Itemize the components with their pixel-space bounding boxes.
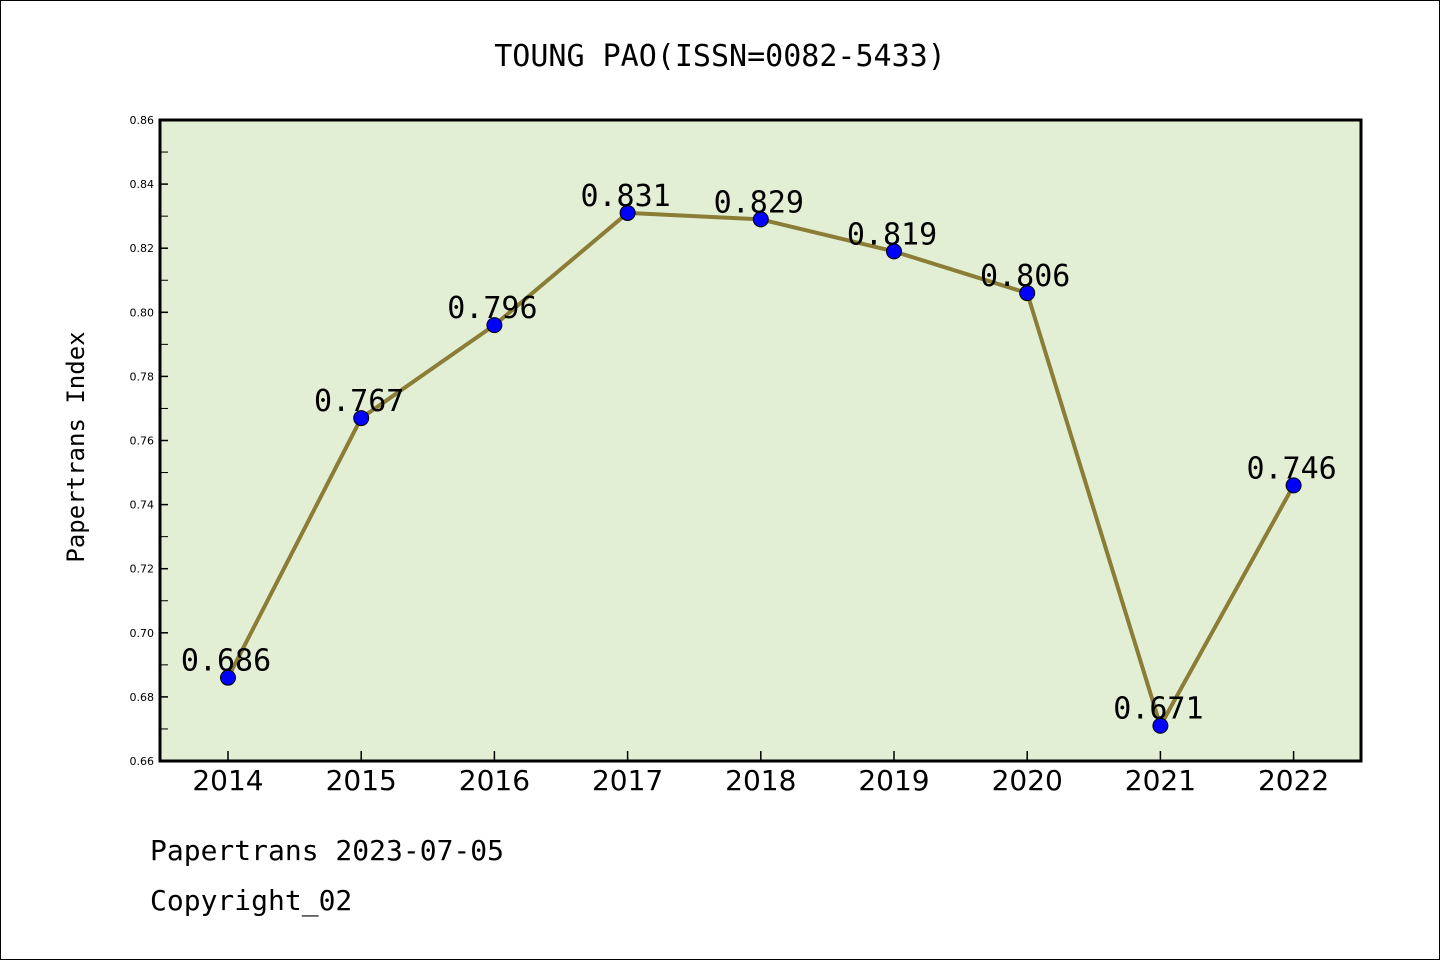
x-tick-label: 2017 [592,764,663,797]
data-label: 0.806 [980,259,1070,294]
x-tick-label: 2022 [1258,764,1329,797]
data-label: 0.831 [580,179,670,214]
data-point [619,204,636,221]
y-axis-label: Papertrans Index [62,331,90,562]
data-point [353,410,370,427]
data-label: 0.796 [447,291,537,326]
data-point [220,669,236,686]
plot-border [158,118,1363,763]
y-tick-label: 0.74 [130,499,155,512]
data-label: 0.819 [847,217,937,252]
footer-date: Papertrans 2023-07-05 [150,834,505,867]
x-tick-label: 2020 [992,764,1063,797]
y-tick-label: 0.80 [130,306,155,319]
data-point [1019,285,1036,302]
data-label: 0.767 [314,384,404,419]
y-tick-label: 0.82 [130,242,155,255]
data-point [1285,477,1302,494]
data-label: 0.671 [1113,692,1203,727]
y-tick-label: 0.86 [130,114,155,127]
x-tick-label: 2018 [725,764,796,797]
x-tick-label: 2016 [459,764,530,797]
y-tick-label: 0.84 [130,178,155,191]
data-point [752,211,769,228]
y-tick-label: 0.70 [130,627,155,640]
data-point [1152,717,1169,734]
y-tick-label: 0.76 [130,435,155,448]
x-tick-label: 2014 [192,764,263,797]
footer-copyright: Copyright_02 [150,884,353,917]
y-tick-label: 0.72 [130,563,155,576]
x-tick-label: 2015 [326,764,397,797]
y-tick-label: 0.66 [130,755,155,768]
y-tick-label: 0.78 [130,370,155,383]
chart-title: TOUNG PAO(ISSN=0082-5433) [494,39,946,74]
data-points [220,204,1302,734]
y-tick-label: 0.68 [130,691,155,704]
x-axis: 2014 2015 2016 2017 2018 2019 2020 2021 2022 [192,751,1329,797]
data-label: 0.746 [1246,451,1336,486]
data-point [486,317,503,334]
data-labels: 0.686 0.767 0.796 0.831 0.829 0.819 0.806 0.671… [181,179,1337,727]
data-label: 0.829 [714,185,804,220]
x-tick-label: 2021 [1125,764,1196,797]
x-tick-label: 2019 [858,764,929,797]
data-point [886,243,902,260]
data-label: 0.686 [181,644,271,679]
